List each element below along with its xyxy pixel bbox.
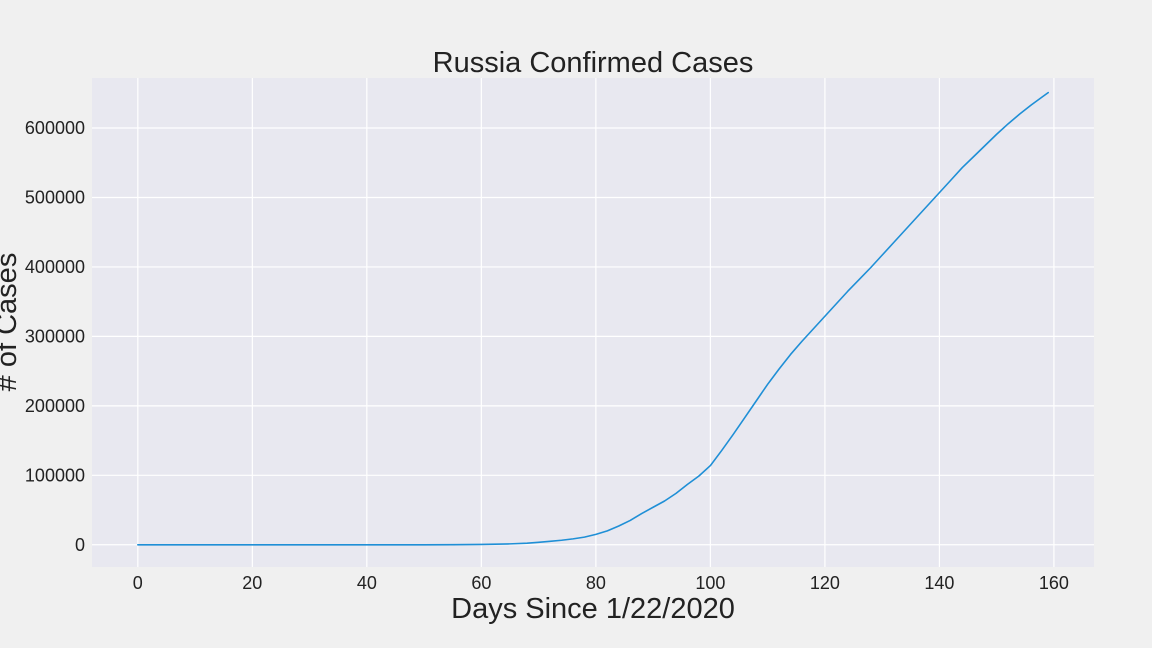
y-tick-label: 200000 bbox=[25, 396, 85, 416]
x-tick-label: 0 bbox=[133, 573, 143, 593]
y-tick-label: 500000 bbox=[25, 187, 85, 207]
x-tick-label: 80 bbox=[586, 573, 606, 593]
tick-labels: 0 20 40 60 80 100 120 140 160 0 100000 200000 300000… bbox=[25, 118, 1069, 593]
series-layer bbox=[137, 91, 1049, 546]
x-tick-label: 40 bbox=[357, 573, 377, 593]
plot-area bbox=[92, 78, 1094, 567]
grid bbox=[92, 78, 1094, 567]
x-tick-label: 100 bbox=[695, 573, 725, 593]
y-tick-label: 0 bbox=[75, 535, 85, 555]
x-axis-label: Days Since 1/22/2020 bbox=[451, 593, 735, 625]
x-tick-label: 20 bbox=[242, 573, 262, 593]
y-tick-label: 600000 bbox=[25, 118, 85, 138]
y-tick-label: 300000 bbox=[25, 326, 85, 346]
y-axis-label: # of Cases bbox=[0, 253, 23, 392]
series-line bbox=[137, 91, 1049, 546]
x-tick-label: 160 bbox=[1039, 573, 1069, 593]
y-tick-label: 100000 bbox=[25, 465, 85, 485]
y-tick-label: 400000 bbox=[25, 257, 85, 277]
x-tick-label: 140 bbox=[924, 573, 954, 593]
x-tick-label: 60 bbox=[471, 573, 491, 593]
x-tick-label: 120 bbox=[810, 573, 840, 593]
chart-title: Russia Confirmed Cases bbox=[433, 47, 754, 79]
